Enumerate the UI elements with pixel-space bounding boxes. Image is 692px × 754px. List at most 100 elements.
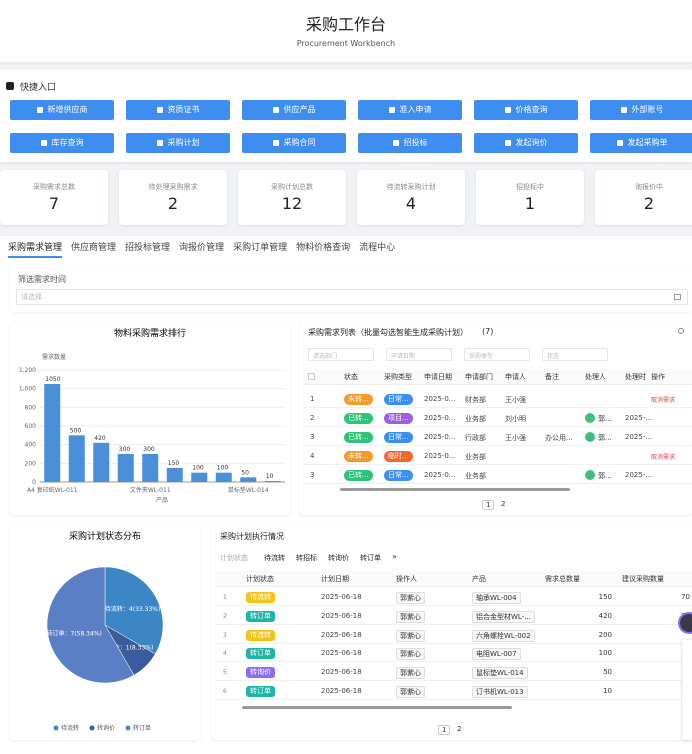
page-number[interactable]: 2: [457, 725, 462, 733]
y-tick-label: 400: [25, 442, 37, 449]
table-cell: 3: [310, 471, 315, 479]
tab[interactable]: 供应商管理: [71, 243, 117, 253]
status-filter[interactable]: 待流转: [264, 554, 285, 562]
stat-value: 12: [281, 194, 303, 213]
pie-slice: [104, 566, 164, 655]
filter-card: 筛选需求时间 请选择: [10, 265, 692, 312]
more-filters[interactable]: »: [392, 552, 397, 561]
x-axis-title: 产品: [156, 496, 168, 504]
quick-button[interactable]: 采购计划: [126, 133, 230, 153]
table-cell: 业务部: [465, 415, 486, 423]
row-index: 4: [223, 650, 227, 658]
stat-value: 2: [643, 194, 655, 213]
tab[interactable]: 采购订单管理: [233, 243, 288, 253]
column-header: 建议采购数量: [622, 575, 664, 583]
bar-chart: 物料采购需求排行需求数量02004006008001,0001,2001050A…: [19, 327, 285, 504]
table-cell: 150: [598, 593, 612, 601]
column-header: 状态: [344, 373, 358, 381]
date-input[interactable]: 请选择: [16, 289, 688, 305]
table-cell: 2025-0...: [424, 452, 456, 460]
table-header-bg: [304, 369, 692, 385]
operator-tag: 郭紫心: [396, 648, 425, 661]
filter-select[interactable]: 采购类型: [464, 348, 530, 361]
quick-button[interactable]: 资质证书: [126, 100, 230, 120]
quick-button[interactable]: 新增供应商: [10, 100, 114, 120]
status-filter[interactable]: 转订单: [360, 554, 381, 562]
handler-avatar: [585, 413, 595, 423]
quick-button[interactable]: 招投标: [358, 133, 462, 153]
table-cell: 郭...: [598, 472, 612, 480]
slice-label: 待流转：4(33.33%): [105, 605, 160, 613]
scrollbar: [340, 488, 570, 491]
row-line: [304, 445, 692, 446]
cancel-action[interactable]: 取消需求: [651, 397, 676, 404]
status-filter[interactable]: 转招标: [296, 554, 317, 562]
assistant-avatar[interactable]: [678, 612, 692, 634]
filter-select[interactable]: 请选部门: [308, 348, 374, 361]
bar-value-label: 100: [217, 465, 229, 472]
filter-select[interactable]: 申请日期: [386, 348, 452, 361]
assistant-panel: [682, 640, 692, 740]
tab[interactable]: 采购需求管理: [8, 240, 63, 258]
quick-button[interactable]: 外部账号: [590, 100, 692, 120]
pie-slice: [46, 566, 135, 684]
bar: [117, 454, 134, 482]
status-tag: 项目...: [384, 413, 413, 424]
table-cell: 2025-...: [625, 471, 653, 479]
x-tick-label: 鼠标垫WL-014: [228, 486, 269, 494]
stat-value: 7: [48, 194, 60, 213]
product-tag: 轴承WL-004: [472, 592, 521, 604]
filter-placeholder: 采购类型: [469, 353, 494, 360]
x-tick-label: A4 复印纸WL-011: [27, 486, 78, 494]
legend-marker: [125, 725, 131, 731]
scrollbar: [242, 706, 512, 709]
tab[interactable]: 流程中心: [359, 243, 396, 253]
quick-button[interactable]: 价格查询: [474, 100, 578, 120]
legend-marker: [89, 725, 95, 731]
header-checkbox[interactable]: [308, 373, 315, 380]
filter-placeholder: 请选部门: [313, 353, 338, 360]
quick-button[interactable]: 供应产品: [242, 100, 346, 120]
filter-select[interactable]: 状态: [542, 348, 608, 361]
bar: [44, 384, 61, 482]
bar: [68, 435, 85, 482]
table-cell: 100: [598, 649, 612, 658]
page-number[interactable]: 1: [482, 500, 495, 510]
quick-button[interactable]: 采购合同: [242, 133, 346, 153]
stat-label: 采购需求总数: [33, 183, 75, 191]
status-filter[interactable]: 转询价: [328, 554, 349, 562]
y-tick-label: 0: [32, 479, 36, 486]
row-line: [216, 623, 692, 625]
table-cell: 420: [598, 611, 612, 620]
quick-button[interactable]: 发起询价: [474, 133, 578, 153]
status-tag: 日常...: [384, 394, 413, 405]
bar: [166, 468, 183, 482]
table-cell: 2025-...: [625, 433, 653, 441]
status-tag: 待流转: [246, 629, 275, 641]
bar-value-label: 300: [143, 446, 155, 453]
plan-table-card: 采购计划执行情况 计划状态 待流转 转招标 转询价 转订单» 计划状态 计划日期 操作人 产品 需求…: [212, 524, 692, 740]
tab[interactable]: 招投标管理: [125, 243, 171, 253]
cancel-action[interactable]: 取消需求: [651, 454, 676, 461]
quick-button[interactable]: 发起采购单: [590, 133, 692, 153]
bar: [215, 472, 232, 482]
page-number[interactable]: 1: [438, 725, 451, 735]
search-icon[interactable]: [678, 328, 684, 334]
quick-button[interactable]: 准入申请: [358, 100, 462, 120]
x-tick-label: 文件夹WL-011: [130, 486, 171, 494]
stat-card: 询报价中 2: [595, 170, 692, 225]
stat-value: 4: [405, 194, 417, 213]
page-number[interactable]: 2: [501, 500, 506, 508]
quick-button[interactable]: 库存查询: [10, 133, 114, 153]
status-tag: 临时...: [384, 451, 413, 462]
tab[interactable]: 询报价管理: [179, 243, 225, 253]
bar: [264, 481, 281, 482]
tab[interactable]: 物料价格查询: [296, 243, 351, 253]
column-header: 采购类型: [384, 373, 412, 381]
table-cell: 2025-...: [625, 414, 653, 422]
y-tick-label: 200: [25, 460, 37, 467]
row-line: [216, 699, 692, 700]
status-tag: 已转...: [344, 470, 373, 481]
chart-title: 物料采购需求排行: [114, 327, 186, 339]
